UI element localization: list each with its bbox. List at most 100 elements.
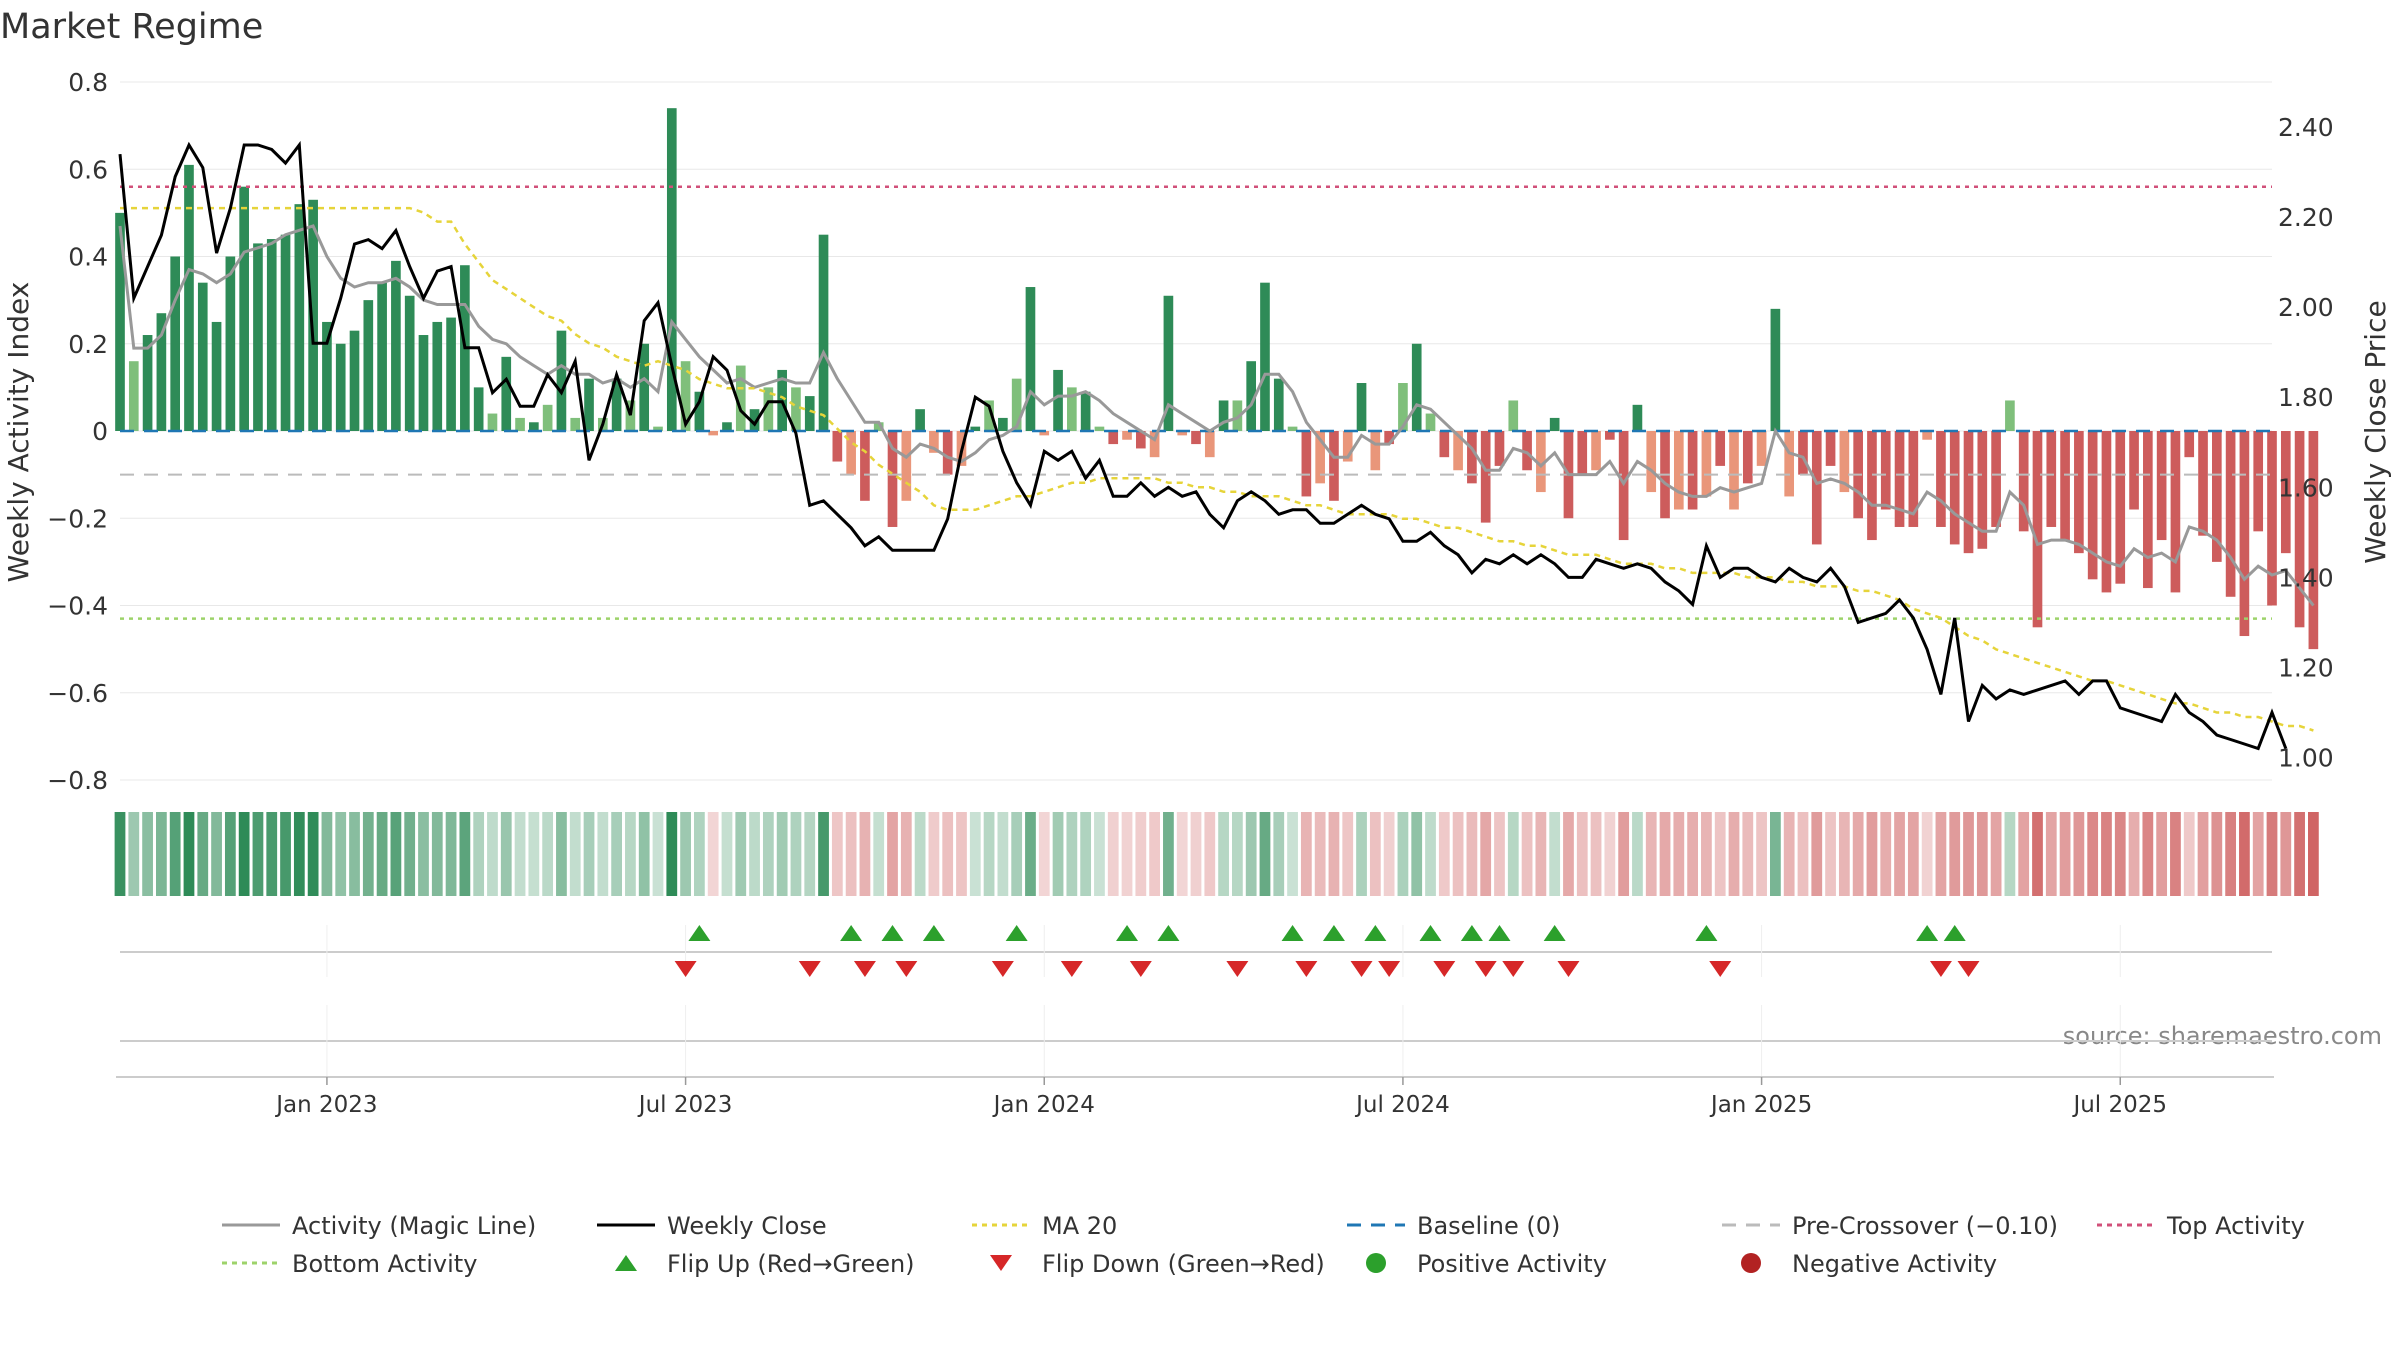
activity-bar (998, 417, 1008, 431)
legend-label: Pre-Crossover (−0.10) (1792, 1212, 2058, 1240)
regime-strip-cell (1659, 812, 1671, 896)
activity-bar (1425, 413, 1436, 431)
regime-strip-cell (638, 812, 650, 896)
regime-strip-cell (1480, 812, 1492, 896)
regime-strip-cell (1218, 812, 1229, 896)
legend-flip-up-icon (615, 1255, 637, 1271)
regime-strip-cell (2280, 812, 2292, 896)
flip-up-marker (1488, 925, 1511, 941)
activity-bar (984, 400, 994, 431)
regime-strip-cell (1094, 812, 1105, 896)
activity-bar (1135, 431, 1146, 449)
regime-strip-cell (1494, 812, 1505, 896)
regime-strip-cell (1011, 812, 1023, 896)
activity-bar (1577, 431, 1588, 475)
flip-down-marker (1378, 961, 1401, 977)
right-tick-label: 2.40 (2278, 113, 2334, 142)
activity-bar (1301, 431, 1312, 497)
lines-layer (118, 140, 2315, 751)
regime-strip-cell (2156, 812, 2168, 896)
regime-strip-cell (1232, 812, 1243, 896)
activity-bar (1646, 431, 1657, 493)
activity-bar (377, 282, 387, 431)
flip-up-marker (1695, 925, 1718, 941)
regime-strip-cell (597, 812, 609, 896)
right-tick-label: 1.20 (2278, 653, 2334, 682)
activity-bar (2253, 431, 2264, 532)
flip-down-marker (1474, 961, 1497, 977)
activity-bar (2129, 431, 2139, 510)
legend-label: Flip Up (Red→Green) (667, 1250, 915, 1278)
activity-bar (1039, 431, 1050, 436)
activity-bar (1798, 431, 1808, 475)
regime-strip-cell (1121, 812, 1133, 896)
activity-bar (1273, 378, 1284, 431)
activity-bar (1632, 404, 1643, 431)
left-tick-label: 0.2 (68, 330, 108, 359)
regime-strip-cell (1549, 812, 1561, 896)
activity-bar (473, 387, 484, 431)
activity-bar (2060, 431, 2070, 541)
regime-strip-cell (404, 812, 416, 896)
regime-strip-cell (418, 812, 429, 896)
activity-bar (1880, 431, 1891, 510)
regime-strip-cell (156, 812, 167, 896)
regime-strip-cell (707, 812, 719, 896)
right-tick-label: 1.40 (2278, 563, 2334, 592)
activity-bar (1398, 383, 1408, 431)
regime-strip-cell (1452, 812, 1464, 896)
activity-bar (887, 431, 898, 527)
regime-strip-cell (2142, 812, 2154, 896)
regime-strip-cell (1038, 812, 1050, 896)
regime-strip-cell (1563, 812, 1574, 896)
regime-strip-cell (2087, 812, 2099, 896)
flip-up-marker (1916, 925, 1939, 941)
activity-bar (363, 300, 374, 431)
activity-bar (1025, 287, 1036, 431)
regime-strip-cell (1673, 812, 1685, 896)
weekly-close-line (118, 140, 2288, 751)
regime-strip-cell (1052, 812, 1064, 896)
regime-strip-cell (459, 812, 471, 896)
regime-strip-cell (473, 812, 485, 896)
activity-bar (791, 387, 801, 431)
legend-label: Weekly Close (667, 1212, 827, 1240)
flip-up-marker (840, 925, 863, 941)
regime-strip-cell (652, 812, 664, 896)
magic-line (118, 224, 2315, 607)
activity-bar (2074, 431, 2084, 554)
activity-bar (2184, 431, 2195, 458)
regime-strip-cell (956, 812, 967, 896)
legend-item-close: Weekly Close (597, 1212, 827, 1240)
activity-bar (184, 164, 194, 431)
regime-strip-cell (1466, 812, 1478, 896)
regime-strip-cell (266, 812, 278, 896)
regime-strip-cell (1245, 812, 1257, 896)
regime-strip-cell (1894, 812, 1905, 896)
activity-bar (970, 426, 981, 431)
flip-up-marker (1460, 925, 1483, 941)
x-tick-label: Jan 2025 (1709, 1092, 1812, 1118)
regime-strip-cell (1383, 812, 1395, 896)
flip-down-marker (1709, 961, 1732, 977)
activity-bar (1384, 431, 1394, 445)
regime-strip-cell (1066, 812, 1078, 896)
flip-down-marker (674, 961, 697, 977)
legend-label: Positive Activity (1417, 1250, 1607, 1278)
x-axis: Jan 2023 Jul 2023 Jan 2024 Jul 2024 Jan 2025… (116, 1076, 2274, 1118)
legend-item-top: Top Activity (2097, 1212, 2305, 1240)
activity-bar (487, 413, 498, 431)
regime-strip-cell (2032, 812, 2043, 896)
regime-strip-cell (431, 812, 443, 896)
regime-strip-cell (694, 812, 705, 896)
regime-strip-cell (183, 812, 195, 896)
activity-bar (1922, 431, 1932, 440)
x-tick-label: Jul 2025 (2071, 1092, 2167, 1118)
regime-strip-cell (2073, 812, 2085, 896)
regime-strip-cell (569, 812, 581, 896)
regime-strip-cell (1149, 812, 1160, 896)
activity-bar (846, 431, 856, 475)
regime-strip-cell (1687, 812, 1698, 896)
chart-title: Market Regime (0, 7, 263, 47)
regime-strip-cell (2252, 812, 2264, 896)
